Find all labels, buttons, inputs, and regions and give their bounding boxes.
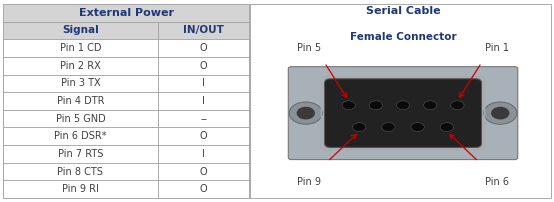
Circle shape — [424, 101, 437, 110]
Circle shape — [440, 123, 454, 132]
Text: Pin 9: Pin 9 — [297, 177, 321, 187]
Bar — [3, 75, 158, 92]
FancyBboxPatch shape — [288, 67, 518, 160]
Bar — [3, 145, 158, 163]
Bar — [158, 145, 249, 163]
Text: Pin 5 GND: Pin 5 GND — [55, 114, 105, 124]
Text: Pin 6 DSR*: Pin 6 DSR* — [54, 131, 107, 141]
Text: Signal: Signal — [62, 25, 99, 36]
Bar — [3, 110, 158, 127]
Text: IN/OUT: IN/OUT — [183, 25, 224, 36]
Circle shape — [411, 123, 424, 132]
Circle shape — [451, 101, 464, 110]
Text: O: O — [200, 43, 208, 53]
FancyBboxPatch shape — [325, 79, 481, 147]
Text: Pin 2 RX: Pin 2 RX — [60, 61, 101, 71]
Bar — [158, 39, 249, 57]
Text: External Power: External Power — [79, 8, 173, 18]
Bar — [3, 163, 158, 180]
Text: O: O — [200, 166, 208, 177]
Text: Female Connector: Female Connector — [350, 32, 456, 42]
Text: O: O — [200, 184, 208, 194]
Text: Pin 7 RTS: Pin 7 RTS — [58, 149, 103, 159]
Circle shape — [484, 102, 517, 124]
Circle shape — [492, 107, 509, 119]
Bar — [3, 39, 158, 57]
Text: Pin 6: Pin 6 — [485, 177, 509, 187]
Bar — [158, 92, 249, 110]
Text: Serial Cable: Serial Cable — [366, 6, 440, 16]
Bar — [158, 180, 249, 198]
Text: Pin 8 CTS: Pin 8 CTS — [58, 166, 104, 177]
Bar — [3, 127, 158, 145]
Text: I: I — [202, 78, 205, 88]
Circle shape — [352, 123, 366, 132]
Text: Pin 3 TX: Pin 3 TX — [60, 78, 100, 88]
Bar — [158, 127, 249, 145]
Text: O: O — [200, 61, 208, 71]
Circle shape — [382, 123, 395, 132]
Bar — [158, 163, 249, 180]
Circle shape — [397, 101, 409, 110]
Bar — [3, 180, 158, 198]
Bar — [158, 57, 249, 75]
Bar — [3, 4, 249, 22]
Circle shape — [342, 101, 355, 110]
Text: Pin 1 CD: Pin 1 CD — [60, 43, 101, 53]
Bar — [158, 75, 249, 92]
Text: Pin 5: Pin 5 — [297, 43, 321, 54]
Circle shape — [289, 102, 322, 124]
Bar — [158, 22, 249, 39]
Text: O: O — [200, 131, 208, 141]
Text: I: I — [202, 149, 205, 159]
Text: --: -- — [200, 114, 207, 124]
Text: Pin 4 DTR: Pin 4 DTR — [57, 96, 104, 106]
Text: I: I — [202, 96, 205, 106]
Bar — [3, 92, 158, 110]
Text: Pin 9 RI: Pin 9 RI — [62, 184, 99, 194]
Text: Pin 1: Pin 1 — [485, 43, 509, 54]
Bar — [3, 22, 158, 39]
Circle shape — [297, 107, 314, 119]
Circle shape — [369, 101, 382, 110]
Bar — [3, 57, 158, 75]
Bar — [158, 110, 249, 127]
